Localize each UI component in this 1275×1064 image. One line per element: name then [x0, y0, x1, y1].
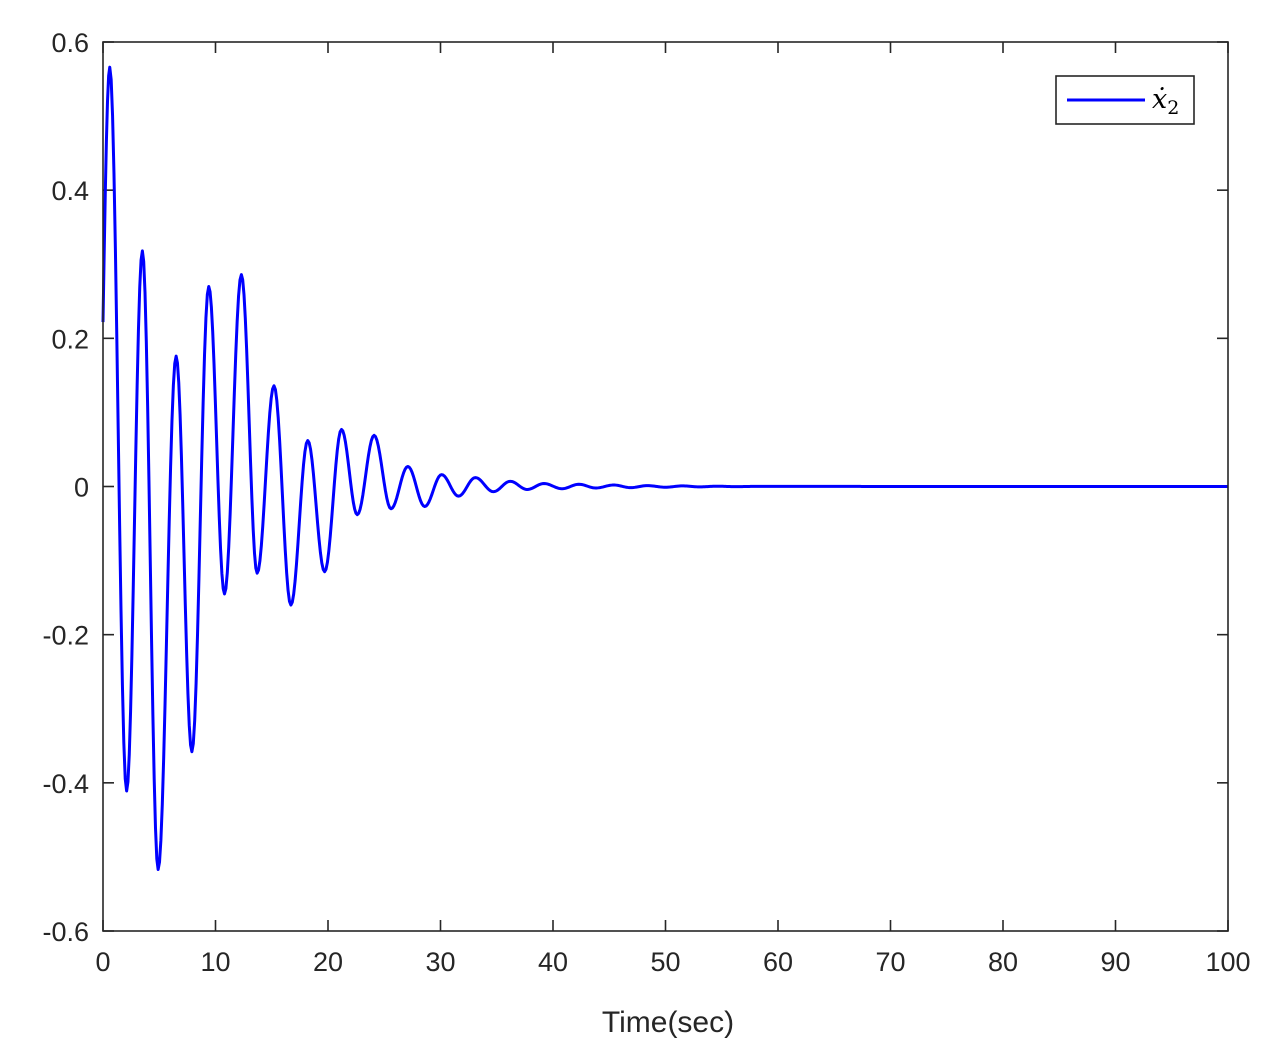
x-tick-label: 80	[988, 947, 1018, 977]
x-tick-label: 70	[875, 947, 905, 977]
x-tick-label: 0	[95, 947, 110, 977]
y-tick-label: 0.4	[51, 176, 89, 206]
y-tick-label: 0.6	[51, 28, 89, 58]
x-axis-ticks: 0 10 20 30 40 50 60 70 80 90 100	[95, 42, 1251, 977]
x-tick-label: 30	[425, 947, 455, 977]
x-tick-label: 10	[200, 947, 230, 977]
y-tick-label: -0.6	[42, 917, 89, 947]
y-tick-label: -0.2	[42, 621, 89, 651]
legend: ẋ2	[1055, 75, 1195, 125]
legend-label: ẋ2	[1152, 84, 1179, 119]
x-tick-label: 20	[313, 947, 343, 977]
series-line-x2-dot	[101, 65, 1229, 872]
x-tick-label: 90	[1100, 947, 1130, 977]
y-tick-label: -0.4	[42, 769, 89, 799]
x-tick-label: 50	[650, 947, 680, 977]
y-tick-label: 0	[74, 473, 89, 503]
x-tick-label: 100	[1205, 947, 1250, 977]
x-axis-label: Time(sec)	[602, 1006, 734, 1039]
plot-frame	[102, 41, 1229, 932]
x-tick-label: 40	[538, 947, 568, 977]
y-tick-label: 0.2	[51, 324, 89, 354]
x-tick-label: 60	[763, 947, 793, 977]
